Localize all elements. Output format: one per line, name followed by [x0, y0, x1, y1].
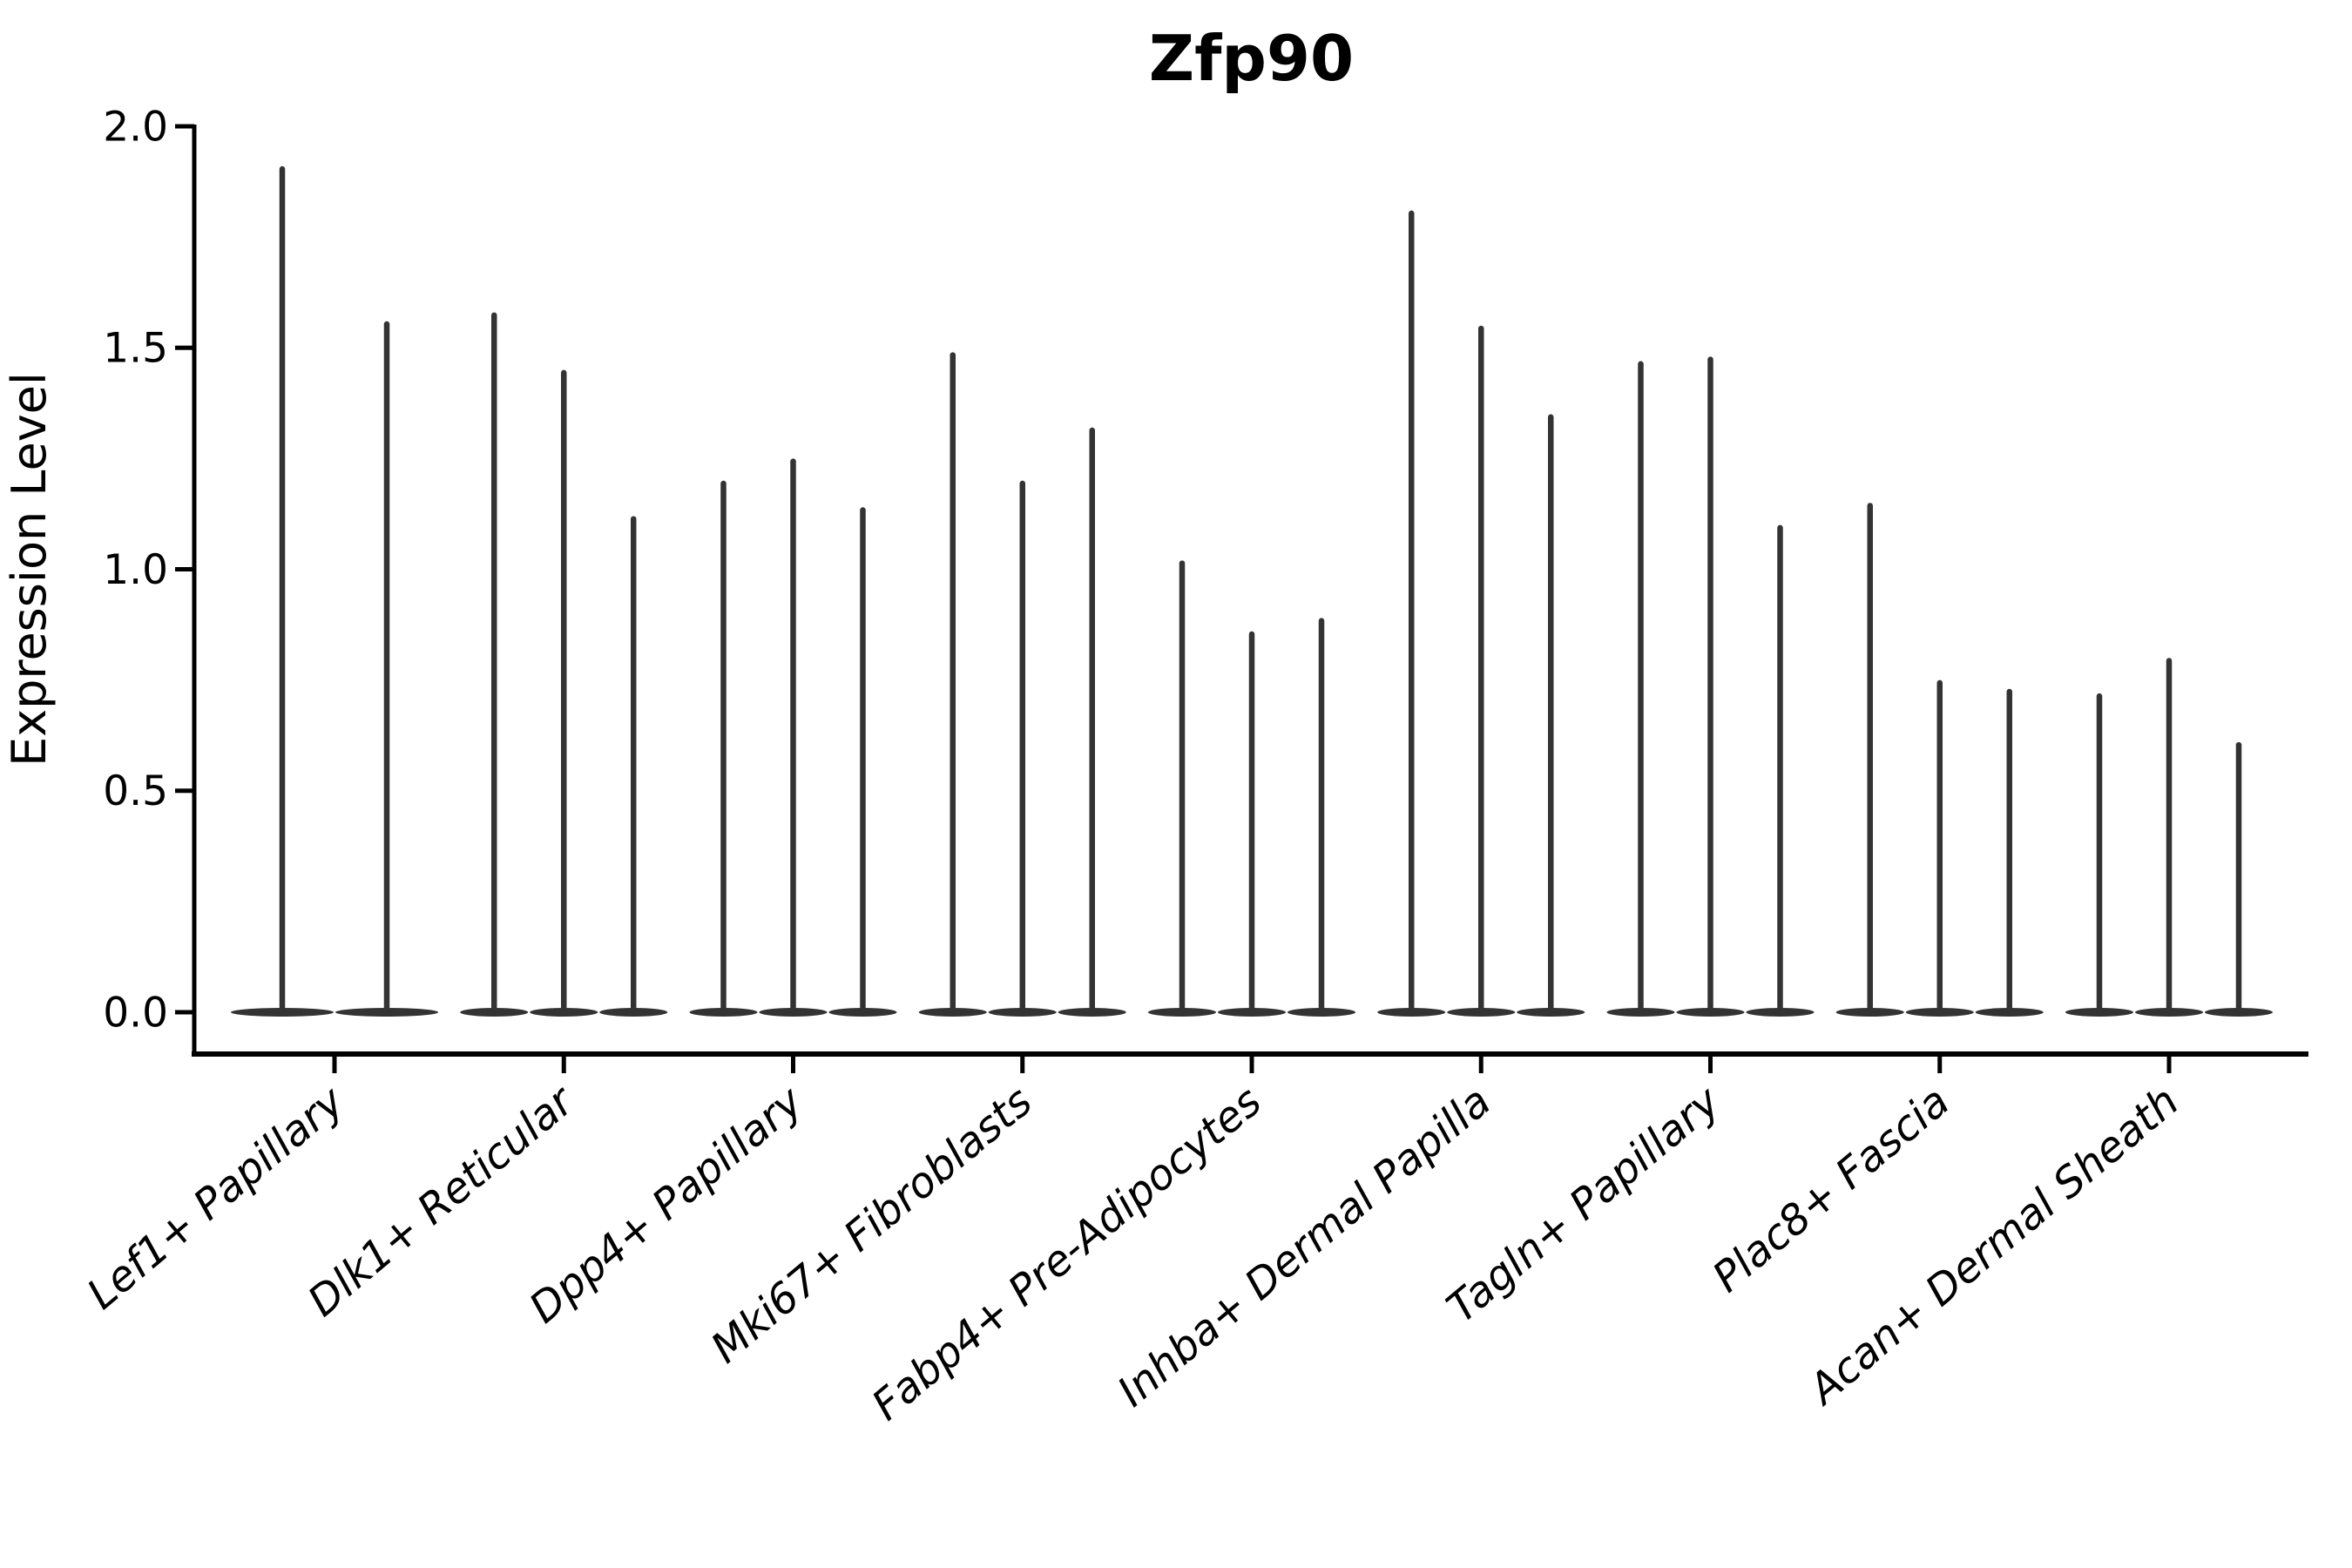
- chart-title: Zfp90: [1149, 22, 1354, 95]
- violin-spike: [2096, 693, 2103, 1016]
- y-tick-label: 1.0: [103, 546, 168, 594]
- violin-spike: [2166, 658, 2173, 1016]
- violin-spike: [279, 166, 286, 1016]
- violin-spike: [950, 352, 956, 1017]
- y-axis-label: Expression Level: [2, 372, 57, 767]
- violin-spike: [1089, 427, 1095, 1016]
- violin-spike: [1318, 618, 1325, 1016]
- violin-spike: [1019, 480, 1025, 1016]
- violin-spike: [1936, 679, 1943, 1016]
- y-tick-label: 1.5: [103, 325, 168, 373]
- violin-spike: [1777, 524, 1783, 1016]
- x-tick-label: Fabp4+ Pre-Adipocytes: [863, 1077, 1271, 1430]
- x-tick-label: Inhba+ Dermal Papilla: [1109, 1077, 1500, 1416]
- violin-spike: [561, 369, 567, 1016]
- violin-spike: [720, 480, 727, 1016]
- violin-spike: [1638, 361, 1644, 1016]
- violin-spike: [860, 507, 866, 1016]
- y-tick-label: 0.5: [103, 767, 168, 815]
- violin-spike: [2006, 688, 2012, 1016]
- violin-spike: [491, 312, 497, 1016]
- violin-spike: [1248, 631, 1255, 1016]
- violin-spike: [383, 321, 390, 1016]
- violin-spike: [2235, 741, 2242, 1016]
- violin-spike: [1409, 210, 1415, 1017]
- violin-spike: [790, 458, 796, 1016]
- x-tick-label: Acan+ Dermal Sheath: [1798, 1077, 2188, 1415]
- violin-spike: [1867, 503, 1873, 1016]
- violin-spike: [631, 516, 637, 1016]
- x-tick-label: Plac8+ Fascia: [1704, 1077, 1959, 1301]
- y-tick-label: 0.0: [103, 989, 168, 1037]
- violin-spike: [1179, 560, 1186, 1016]
- violin-spike: [1478, 325, 1484, 1016]
- violin-spike: [1548, 414, 1554, 1016]
- violin-spike: [1707, 356, 1713, 1016]
- y-tick-label: 2.0: [103, 103, 168, 151]
